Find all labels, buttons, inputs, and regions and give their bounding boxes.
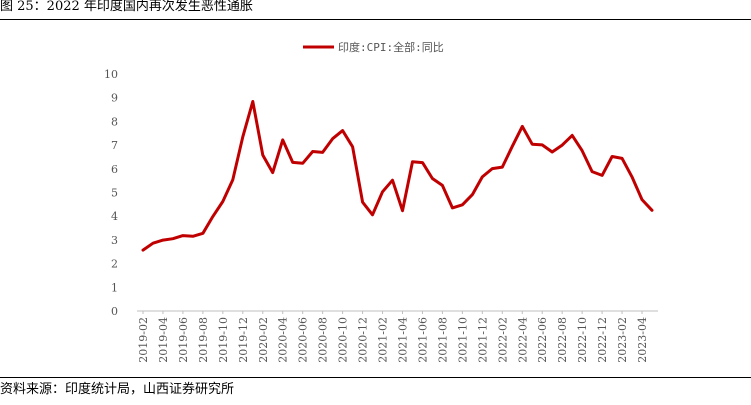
x-tick-label: 2020-04 [277, 317, 290, 363]
x-tick-label: 2021-02 [377, 317, 390, 363]
y-tick-label: 10 [104, 68, 118, 81]
x-tick-label: 2019-02 [137, 317, 150, 363]
x-tick-label: 2022-08 [556, 317, 569, 363]
x-tick-label: 2020-02 [257, 317, 270, 363]
x-tick-label: 2021-04 [396, 317, 409, 363]
y-tick-label: 0 [111, 305, 118, 318]
y-axis-ticks: 0 1 2 3 4 5 6 7 8 9 10 [104, 68, 118, 318]
source-note: 资料来源：印度统计局，山西证券研究所 [0, 382, 235, 397]
x-tick-label: 2019-06 [177, 317, 190, 363]
y-tick-label: 7 [111, 139, 118, 152]
line-chart: 印度:CPI:全部:同比 0 1 2 3 4 5 6 7 8 9 10 2019-02 2019-04… [104, 40, 658, 363]
x-tick-label: 2019-12 [237, 317, 250, 363]
x-tick-label: 2022-10 [576, 317, 589, 363]
x-tick-label: 2020-06 [297, 317, 310, 363]
x-tick-label: 2023-04 [636, 317, 649, 363]
y-tick-label: 1 [111, 281, 118, 294]
bottom-rule [0, 377, 751, 378]
x-tick-label: 2019-10 [217, 317, 230, 363]
x-tick-label: 2021-08 [436, 317, 449, 363]
chart-legend: 印度:CPI:全部:同比 [303, 40, 444, 54]
x-tick-label: 2021-06 [416, 317, 429, 363]
y-tick-label: 5 [111, 187, 118, 200]
y-tick-label: 4 [111, 210, 118, 223]
y-tick-label: 3 [111, 234, 118, 247]
figure-title: 图 25：2022 年印度国内再次发生恶性通胀 [0, 0, 253, 14]
x-tick-label: 2019-08 [197, 317, 210, 363]
x-axis-ticks: 2019-02 2019-04 2019-06 2019-08 2019-10 2019-… [137, 311, 649, 363]
x-tick-label: 2021-10 [456, 317, 469, 363]
top-rule [0, 19, 751, 20]
x-tick-label: 2021-12 [476, 317, 489, 363]
x-tick-label: 2020-10 [337, 317, 350, 363]
series-group [141, 100, 654, 252]
x-tick-label: 2023-02 [616, 317, 629, 363]
x-tick-label: 2022-12 [596, 317, 609, 363]
y-tick-label: 2 [111, 258, 118, 271]
x-tick-label: 2020-12 [357, 317, 370, 363]
legend-label: 印度:CPI:全部:同比 [338, 40, 444, 54]
x-tick-label: 2022-04 [516, 317, 529, 363]
x-tick-label: 2020-08 [317, 317, 330, 363]
y-tick-label: 8 [111, 115, 118, 128]
x-tick-label: 2019-04 [157, 317, 170, 363]
x-tick-label: 2022-06 [536, 317, 549, 363]
x-tick-label: 2022-02 [496, 317, 509, 363]
series-line [141, 100, 654, 252]
y-tick-label: 9 [111, 92, 118, 105]
y-tick-label: 6 [111, 163, 118, 176]
